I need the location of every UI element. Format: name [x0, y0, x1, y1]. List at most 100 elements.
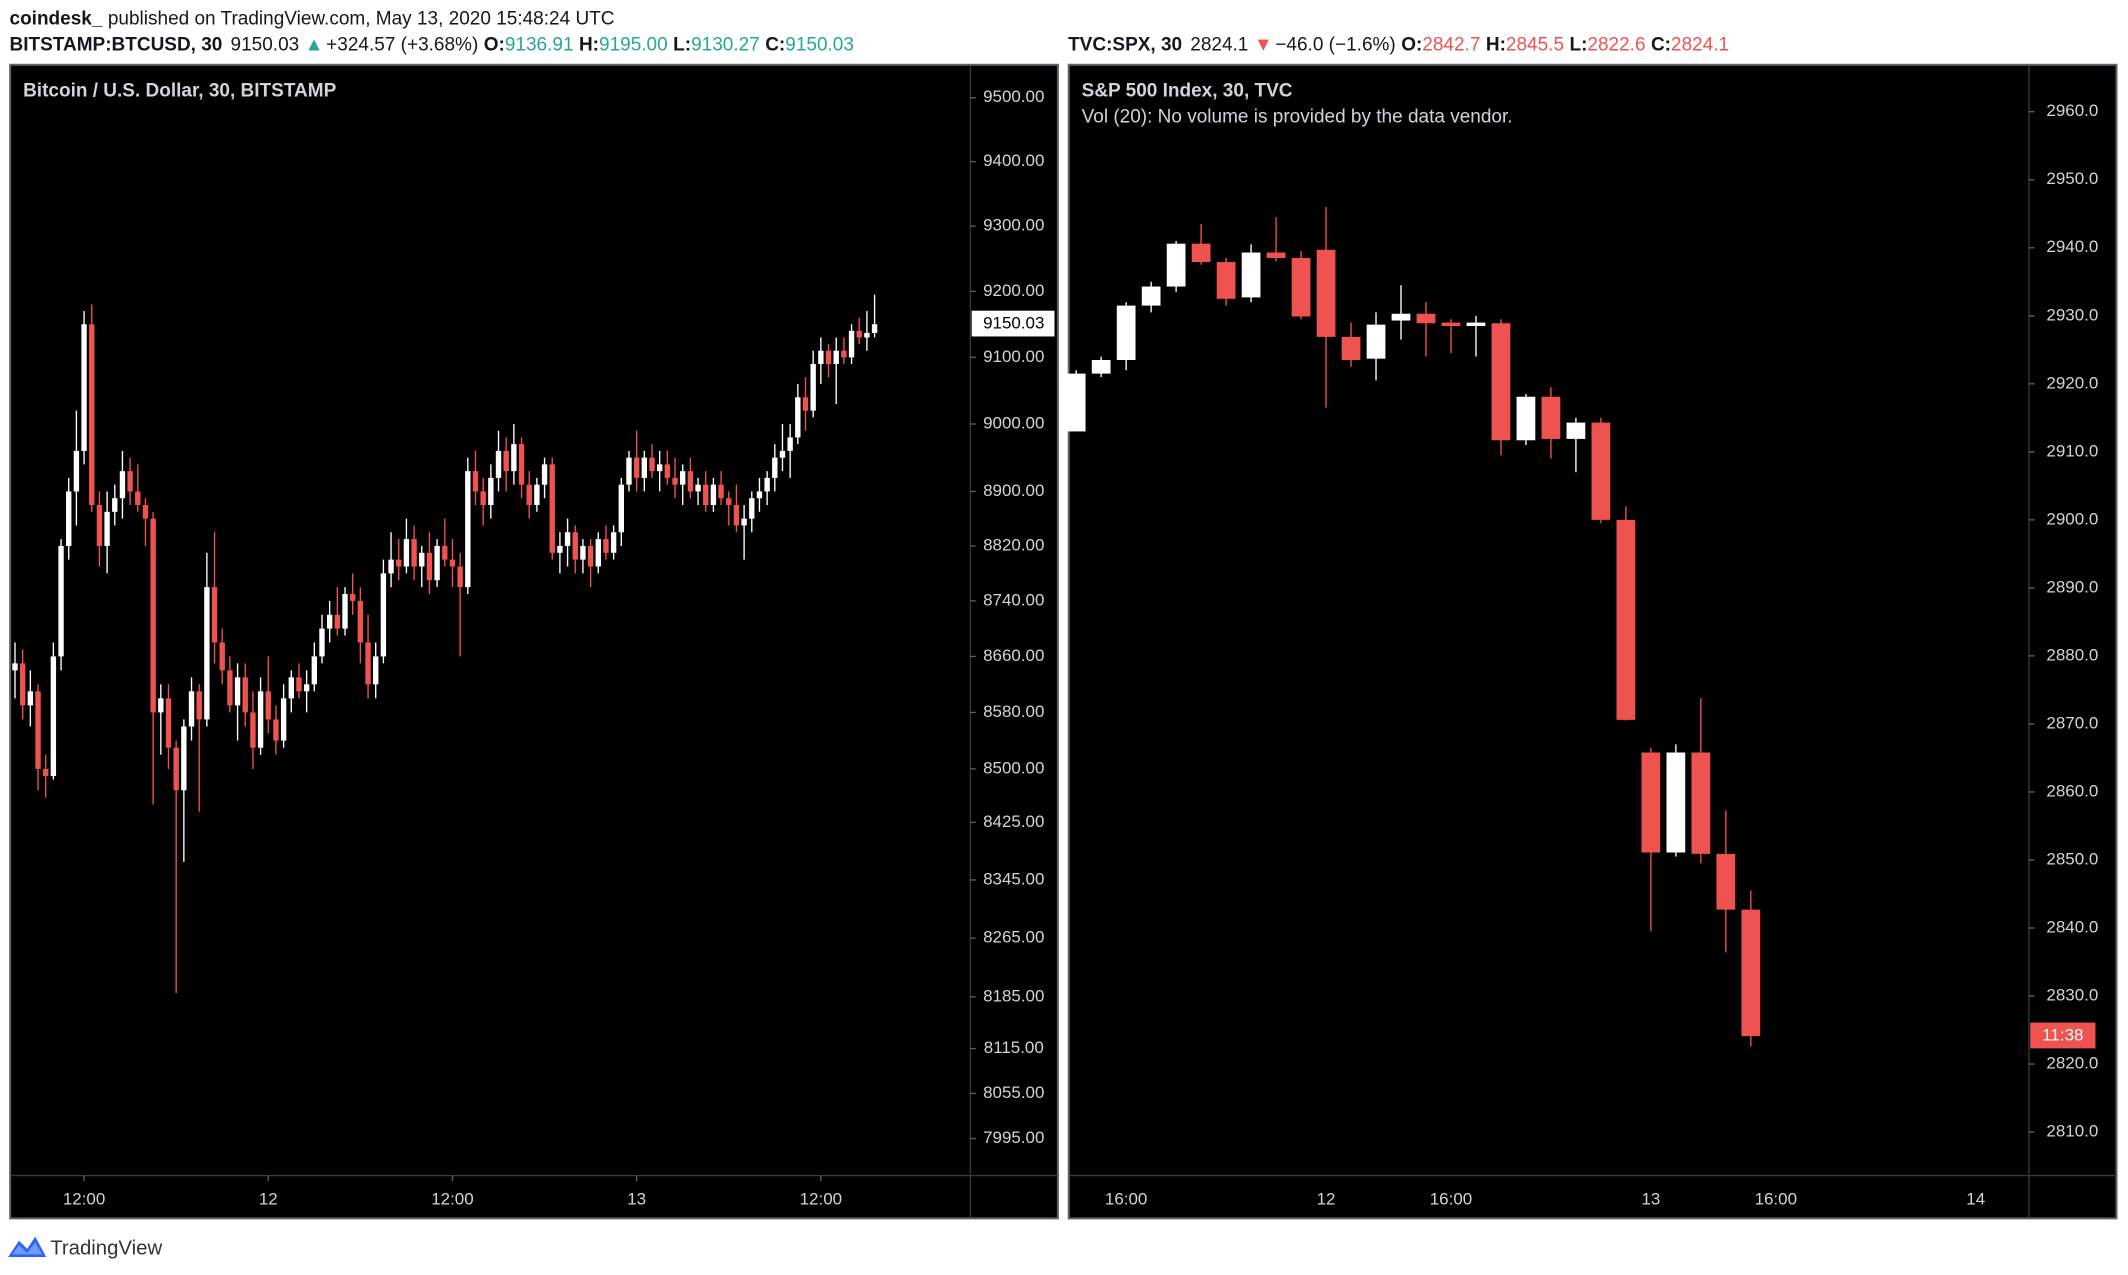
footer: TradingView	[8, 1236, 162, 1259]
y-tick-label: 8500.00	[983, 758, 1044, 777]
candle-body	[472, 471, 479, 492]
candle-body	[1141, 286, 1161, 306]
candle-body	[242, 677, 248, 713]
candle-body	[104, 511, 110, 546]
candle-body	[89, 324, 95, 506]
candle-body	[664, 464, 671, 478]
y-tick-label: 2810.0	[2046, 1122, 2098, 1141]
y-tick-label: 8115.00	[984, 1038, 1044, 1057]
candle-body	[188, 691, 195, 727]
candle-body	[772, 457, 778, 478]
candle-body	[511, 444, 517, 472]
x-tick-label: 13	[1641, 1190, 1660, 1209]
candle-body	[27, 691, 34, 706]
candle-body	[81, 324, 87, 451]
candle-body	[1116, 305, 1136, 361]
candle-body	[403, 539, 410, 567]
candle-body	[695, 484, 701, 492]
candle-body	[227, 670, 233, 706]
panel-background	[1067, 63, 2118, 1220]
candle-body	[257, 691, 264, 748]
candle-body	[871, 324, 878, 333]
y-tick-label: 8740.00	[983, 590, 1044, 609]
y-tick-label: 2930.0	[2046, 305, 2098, 324]
x-tick-label: 16:00	[1430, 1190, 1472, 1209]
candle-body	[526, 484, 532, 506]
y-tick-label: 2860.0	[2046, 781, 2098, 800]
candle-body	[656, 464, 663, 472]
candle-body	[1291, 257, 1311, 317]
y-tick-label: 2850.0	[2046, 849, 2098, 868]
chart-panel: Bitcoin / U.S. Dollar, 30, BITSTAMP 9500.…	[9, 63, 1059, 1220]
candle-body	[457, 566, 463, 588]
ohlc-label: C:	[1651, 35, 1671, 56]
candle-body	[856, 330, 862, 338]
candle-body	[626, 457, 632, 485]
candle-body	[1441, 322, 1461, 326]
candle-body	[1716, 853, 1736, 910]
candle-body	[710, 484, 717, 506]
candle-body	[795, 397, 801, 438]
candle-body	[35, 691, 41, 769]
candle-body	[756, 491, 763, 499]
y-tick-label: 8660.00	[983, 646, 1044, 665]
candle-body	[825, 350, 832, 364]
candle-body	[66, 491, 72, 546]
candle-body	[649, 457, 655, 472]
candle-body	[196, 691, 202, 720]
ohlc-label: H:	[579, 35, 599, 56]
candle-body	[633, 457, 640, 478]
y-tick-label: 8580.00	[983, 702, 1044, 721]
y-tick-label: 2960.0	[2046, 101, 2098, 120]
candle-body	[434, 545, 440, 581]
chart-subtitle: Vol (20): No volume is provided by the d…	[1082, 106, 1513, 127]
candle-body	[480, 491, 486, 506]
candle-body	[388, 559, 394, 574]
candle-body	[1541, 396, 1561, 439]
candle-body	[449, 559, 456, 567]
candle-body	[518, 444, 525, 485]
x-tick-label: 16:00	[1755, 1190, 1797, 1209]
candle-body	[334, 614, 341, 629]
candle-body	[672, 477, 678, 485]
candle-body	[1091, 360, 1111, 374]
candle-body	[733, 505, 740, 526]
y-tick-label: 8820.00	[983, 535, 1044, 554]
ohlc-value: 9130.27	[691, 35, 760, 56]
candle-body	[1616, 519, 1636, 720]
direction: ▲	[305, 35, 324, 56]
candle-body	[273, 719, 279, 741]
candle-body	[158, 698, 164, 713]
candle-body	[534, 484, 540, 506]
symbol: BITSTAMP:BTCUSD, 30	[10, 35, 223, 56]
chart-title: S&P 500 Index, 30, TVC	[1082, 81, 1293, 102]
candle-body	[73, 450, 80, 492]
candle-body	[112, 498, 118, 512]
candle-body	[1241, 252, 1261, 298]
candle-body	[43, 768, 49, 777]
candle-body	[204, 587, 210, 720]
candle-body	[810, 363, 816, 411]
candle-body	[818, 350, 824, 364]
candle-body	[603, 539, 609, 553]
candle-body	[802, 397, 809, 411]
candle-body	[1316, 249, 1336, 337]
last-price-tag	[971, 310, 1055, 337]
candle-body	[296, 677, 302, 692]
last-price: 9150.03	[231, 35, 300, 56]
candle-body	[1166, 243, 1186, 287]
candle-body	[1416, 313, 1436, 324]
countdown-label: 11:38	[2042, 1026, 2083, 1045]
candle-body	[864, 332, 870, 338]
candle-body	[726, 498, 732, 506]
ohlc-label: L:	[673, 35, 691, 56]
candle-body	[488, 477, 494, 506]
candle-body	[1566, 422, 1586, 439]
chart-panel: S&P 500 Index, 30, TVC Vol (20): No volum…	[1066, 63, 2118, 1220]
candle-body	[373, 656, 379, 685]
candle-body	[150, 518, 156, 713]
y-tick-label: 2870.0	[2046, 713, 2098, 732]
candle-body	[1516, 396, 1536, 441]
logo	[8, 1236, 47, 1258]
